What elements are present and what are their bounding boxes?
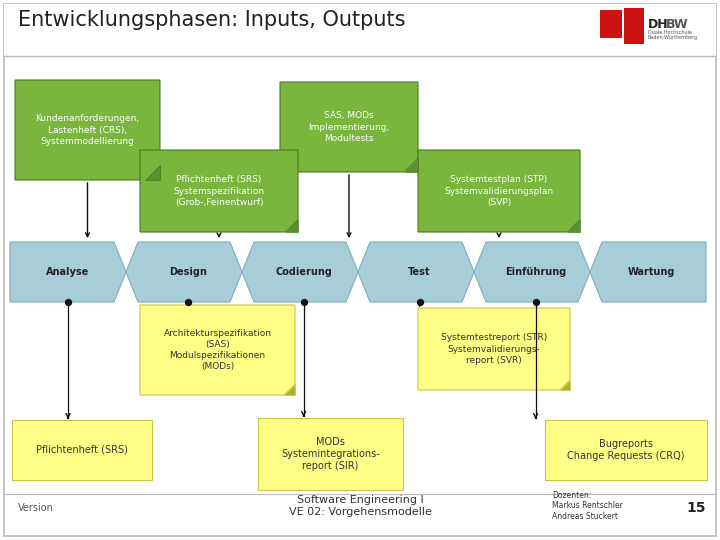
Text: Einführung: Einführung [505,267,566,277]
FancyBboxPatch shape [600,10,622,38]
Polygon shape [284,384,295,395]
Polygon shape [10,242,126,302]
Text: Version: Version [18,503,54,513]
FancyBboxPatch shape [624,8,644,44]
FancyBboxPatch shape [258,418,403,490]
Text: Design: Design [168,267,207,277]
Polygon shape [140,150,298,232]
Polygon shape [242,242,358,302]
Text: Software Engineering I
VE 02: Vorgehensmodelle: Software Engineering I VE 02: Vorgehensm… [289,495,431,517]
Polygon shape [126,242,242,302]
Point [530,298,541,306]
Text: Systemtestreport (STR)
Systemvalidierungs-
report (SVR): Systemtestreport (STR) Systemvalidierung… [441,333,547,365]
Polygon shape [15,80,160,180]
Polygon shape [280,82,418,172]
Polygon shape [418,308,570,390]
Text: SAS, MODs
Implementierung,
Modultests: SAS, MODs Implementierung, Modultests [308,111,390,143]
Text: Test: Test [408,267,431,277]
Text: Kundenanforderungen,
Lastenheft (CRS),
Systemmodellierung: Kundenanforderungen, Lastenheft (CRS), S… [35,114,140,146]
Text: Analyse: Analyse [46,267,89,277]
Text: MODs
Systemintegrations-
report (SIR): MODs Systemintegrations- report (SIR) [281,437,380,471]
Text: Codierung: Codierung [275,267,332,277]
Polygon shape [405,159,418,172]
Polygon shape [474,242,590,302]
Text: Systemtestplan (STP)
Systemvalidierungsplan
(SVP): Systemtestplan (STP) Systemvalidierungsp… [444,176,554,207]
Point [298,298,310,306]
Text: Entwicklungsphasen: Inputs, Outputs: Entwicklungsphasen: Inputs, Outputs [18,10,405,30]
Polygon shape [590,242,706,302]
Text: Dozenten:
Markus Rentschler
Andreas Stuckert: Dozenten: Markus Rentschler Andreas Stuc… [552,491,623,521]
Polygon shape [418,150,580,232]
FancyBboxPatch shape [545,420,707,480]
FancyBboxPatch shape [12,420,152,480]
Polygon shape [140,305,295,395]
Text: Duale Hochschule
Baden-Württemberg: Duale Hochschule Baden-Württemberg [648,30,698,40]
Text: DH: DH [648,17,669,30]
Text: Pflichtenheft (SRS)
Systemspezifikation
(Grob-,Feinentwurf): Pflichtenheft (SRS) Systemspezifikation … [174,176,264,207]
Polygon shape [145,165,160,180]
Text: 15: 15 [686,501,706,515]
Text: Pflichtenheft (SRS): Pflichtenheft (SRS) [36,445,128,455]
Text: BW: BW [666,17,688,30]
Polygon shape [286,220,298,232]
Text: Wartung: Wartung [628,267,675,277]
Point [62,298,73,306]
Polygon shape [567,220,580,232]
Text: Bugreports
Change Requests (CRQ): Bugreports Change Requests (CRQ) [567,439,685,461]
Point [182,298,194,306]
FancyBboxPatch shape [4,4,716,536]
FancyBboxPatch shape [4,4,716,56]
Polygon shape [358,242,474,302]
Polygon shape [560,380,570,390]
Point [414,298,426,306]
Text: Architekturspezifikation
(SAS)
Modulspezifikationen
(MODs): Architekturspezifikation (SAS) Modulspez… [163,329,271,371]
